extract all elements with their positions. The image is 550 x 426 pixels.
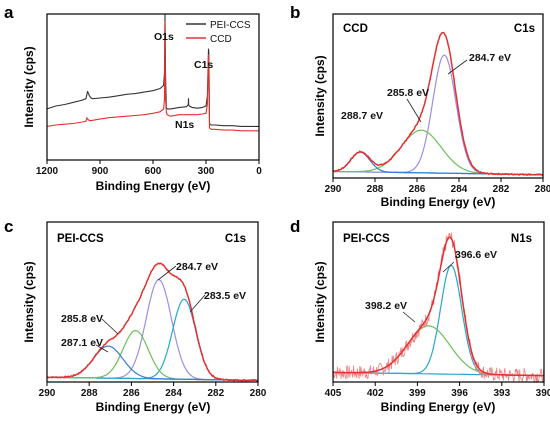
panel-d-frame (332, 221, 545, 383)
panel-label-d: d (290, 217, 300, 236)
peak-annotation: 284.7 eV (176, 261, 218, 273)
panel-b-xlabel: Binding Energy (eV) (381, 195, 496, 209)
xtick-label: 290 (325, 184, 342, 195)
annotation-leader (95, 344, 109, 353)
xtick-label: 405 (325, 388, 342, 399)
panel-b: b 284.7 eV 285.8 eV 288.7 eV CCD C1s 290 28… (290, 3, 550, 209)
legend-label-pei-ccs: PEI-CCS (210, 20, 251, 31)
xtick-label: 399 (409, 388, 426, 399)
raw-data-line (332, 232, 545, 384)
panel-d-ylabel: Intensity (cps) (313, 261, 327, 342)
panel-a-xlabel: Binding Energy (eV) (96, 179, 211, 193)
panel-c-title-left: PEI-CCS (57, 233, 104, 245)
panel-b-xticks: 290 288 286 284 282 280 (325, 178, 550, 195)
xtick-label: 280 (535, 184, 550, 195)
peak-annotation: 287.1 eV (61, 337, 103, 349)
xtick-label: 393 (493, 388, 510, 399)
panel-c-frame (46, 221, 259, 383)
panel-label-c: c (4, 217, 13, 236)
annotation-leader (101, 318, 119, 335)
xtick-label: 390 (536, 388, 550, 399)
panel-label-b: b (290, 3, 300, 22)
peak-annotation: 284.7 eV (469, 52, 511, 64)
annotation-leader (406, 98, 422, 123)
component-peak-287-1 (47, 345, 258, 381)
peak-annotation: 285.8 eV (387, 87, 429, 99)
peak-annotation: 396.6 eV (455, 249, 497, 261)
envelope-line (333, 236, 544, 377)
panel-d-title-left: PEI-CCS (343, 233, 390, 245)
panel-a-ylabel: Intensity (cps) (22, 46, 36, 127)
peak-label: C1s (194, 59, 213, 71)
series-line-ccd (46, 20, 259, 132)
xtick-label: 282 (493, 184, 510, 195)
panel-a: a O1s C1s N1s 1200 900 600 300 0 Binding Energ… (4, 3, 262, 193)
xtick-label: 284 (165, 388, 182, 399)
xtick-label: 402 (367, 388, 384, 399)
xtick-label: 290 (39, 388, 56, 399)
panel-a-xticks: 1200 900 600 300 0 (36, 160, 262, 177)
panel-d: d 396.6 eV 398.2 eV PEI-CCS N1s 405 402 399… (290, 217, 550, 414)
panel-b-title-right: C1s (514, 23, 535, 35)
xtick-label: 0 (256, 166, 262, 177)
xtick-label: 286 (409, 184, 426, 195)
panel-d-title-right: N1s (511, 233, 532, 245)
peak-annotation: 283.5 eV (204, 290, 246, 302)
annotation-leader (157, 265, 177, 281)
xtick-label: 280 (250, 388, 267, 399)
panel-b-frame (332, 13, 544, 179)
panel-c-title-right: C1s (225, 233, 246, 245)
panel-a-data: O1s C1s N1s (46, 13, 259, 132)
peak-label: N1s (175, 119, 194, 131)
xtick-label: 900 (92, 166, 109, 177)
component-peak-396-6 (333, 264, 544, 377)
panel-d-xticks: 405 402 399 396 393 390 (325, 382, 550, 399)
xtick-label: 286 (123, 388, 140, 399)
panel-b-data: 284.7 eV 285.8 eV 288.7 eV (332, 31, 544, 177)
component-peak-398-2 (333, 325, 544, 377)
xtick-label: 284 (451, 184, 468, 195)
xtick-label: 282 (207, 388, 224, 399)
annotation-leader (189, 294, 206, 313)
panel-c-xticks: 290 288 286 284 282 280 (39, 382, 267, 399)
annotation-leader (442, 261, 455, 273)
peak-annotation: 288.7 eV (341, 110, 383, 122)
xtick-label: 300 (198, 166, 215, 177)
panel-a-legend: PEI-CCS CCD (186, 20, 251, 45)
xtick-label: 1200 (36, 166, 59, 177)
panel-d-data: 396.6 eV 398.2 eV (332, 232, 545, 384)
annotation-leader (447, 59, 468, 75)
panel-c-data: 284.7 eV 283.5 eV 285.8 eV 287.1 eV (46, 261, 259, 382)
panel-b-ylabel: Intensity (cps) (313, 55, 327, 136)
panel-d-xlabel: Binding Energy (eV) (381, 400, 496, 414)
panel-c: c 284.7 eV 283.5 eV 285.8 eV 287.1 eV PEI-C… (4, 217, 267, 414)
panel-c-xlabel: Binding Energy (eV) (96, 400, 211, 414)
xtick-label: 396 (451, 388, 468, 399)
panel-c-ylabel: Intensity (cps) (22, 261, 36, 342)
peak-annotation: 398.2 eV (365, 300, 407, 312)
peak-annotation: 285.8 eV (61, 313, 103, 325)
panel-b-title-left: CCD (343, 23, 368, 35)
panel-label-a: a (4, 3, 14, 22)
xtick-label: 600 (145, 166, 162, 177)
envelope-line (46, 262, 259, 382)
legend-label-ccd: CCD (210, 34, 232, 45)
xtick-label: 288 (367, 184, 384, 195)
annotation-leader (402, 311, 416, 323)
xtick-label: 288 (81, 388, 98, 399)
peak-label: O1s (154, 31, 174, 43)
envelope-line (332, 31, 544, 177)
